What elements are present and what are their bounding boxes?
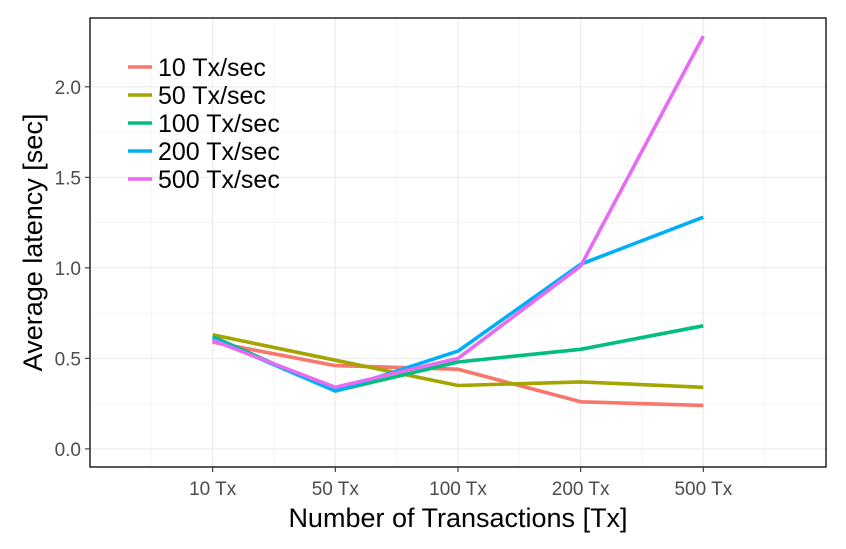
y-tick-label: 2.0 bbox=[55, 78, 81, 99]
x-tick-label: 200 Tx bbox=[552, 479, 610, 500]
y-tick-label: 1.0 bbox=[55, 259, 81, 280]
series-lines bbox=[211, 35, 705, 408]
x-axis-ticks: 10 Tx 50 Tx 100 Tx 200 Tx 500 Tx bbox=[189, 467, 733, 500]
y-axis-title: Average latency [sec] bbox=[18, 114, 48, 372]
series-line-0 bbox=[212, 340, 704, 408]
y-tick-label: 1.5 bbox=[55, 168, 81, 189]
y-tick-label: 0.0 bbox=[55, 440, 81, 461]
legend-label-1: 50 Tx/sec bbox=[158, 82, 266, 110]
y-axis-ticks: 0.0 0.5 1.0 1.5 2.0 bbox=[55, 78, 90, 461]
x-tick-label: 500 Tx bbox=[674, 479, 732, 500]
x-tick-label: 100 Tx bbox=[429, 479, 487, 500]
legend-label-2: 100 Tx/sec bbox=[158, 110, 280, 138]
x-tick-label: 10 Tx bbox=[189, 479, 237, 500]
y-tick-label: 0.5 bbox=[55, 349, 81, 370]
legend-label-4: 500 Tx/sec bbox=[158, 166, 280, 194]
legend-label-3: 200 Tx/sec bbox=[158, 138, 280, 166]
x-axis-title: Number of Transactions [Tx] bbox=[288, 503, 627, 533]
grid-lines bbox=[90, 18, 826, 467]
x-tick-label: 50 Tx bbox=[312, 479, 360, 500]
series-line-1 bbox=[212, 333, 704, 390]
legend-label-0: 10 Tx/sec bbox=[158, 54, 266, 82]
series-line-4 bbox=[212, 35, 705, 390]
